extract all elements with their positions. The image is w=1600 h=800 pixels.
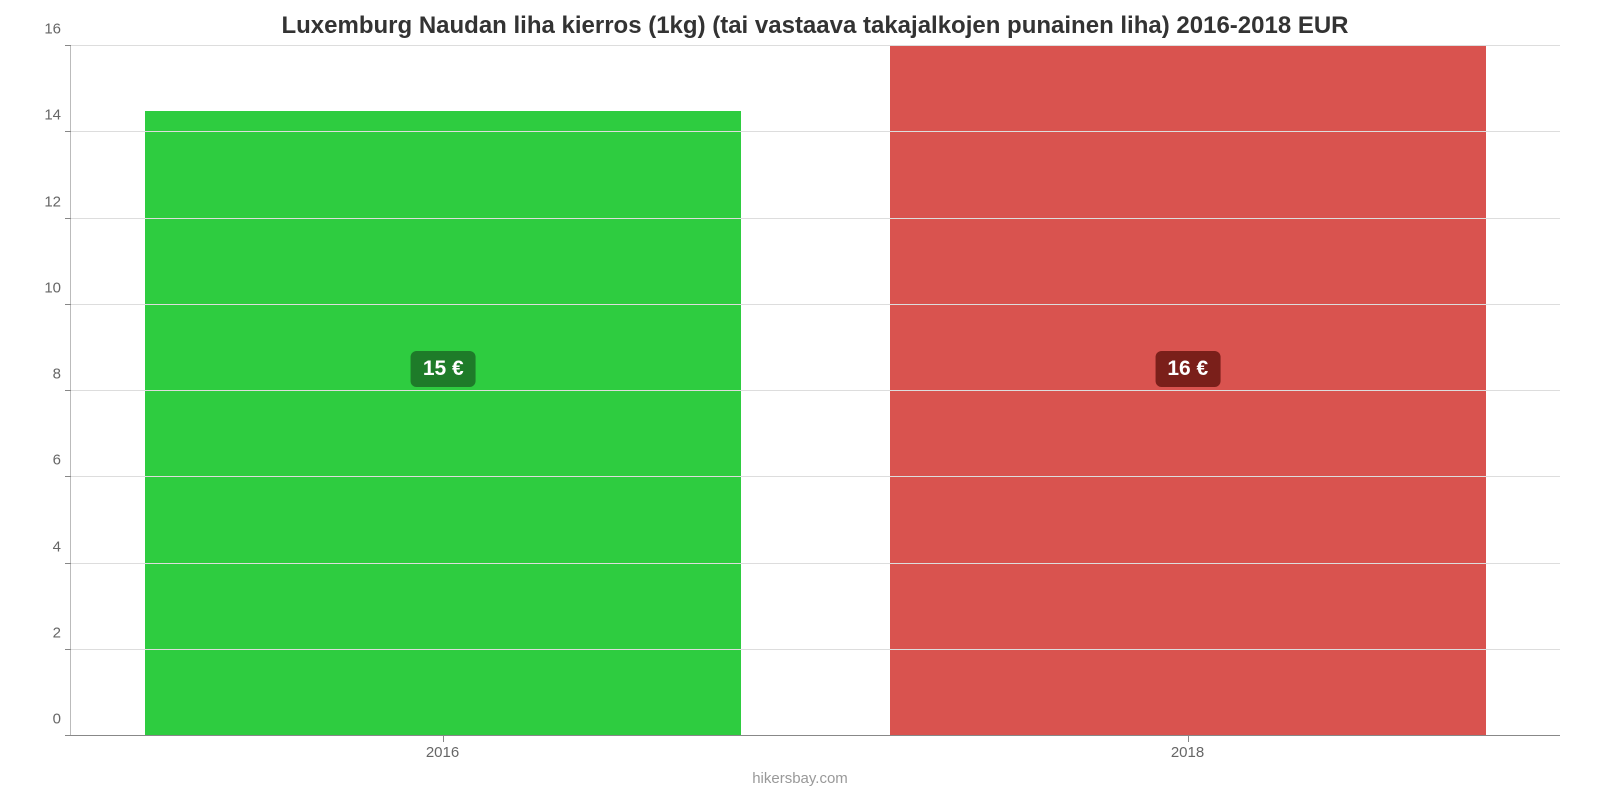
y-tick-mark — [65, 131, 71, 132]
gridline — [71, 131, 1560, 132]
chart-source: hikersbay.com — [0, 770, 1600, 787]
y-tick-mark — [65, 649, 71, 650]
gridline — [71, 476, 1560, 477]
bars-row: 15 € 16 € — [71, 46, 1560, 736]
x-axis-labels: 20162018 — [70, 736, 1560, 761]
y-tick-label: 0 — [53, 711, 71, 728]
bar: 15 € — [145, 111, 741, 736]
gridline — [71, 649, 1560, 650]
y-tick-label: 2 — [53, 624, 71, 641]
y-tick-mark — [65, 218, 71, 219]
bar-slot: 15 € — [71, 46, 816, 736]
plot-area: 15 €16 € 0246810121416 — [70, 46, 1560, 736]
y-tick-label: 12 — [44, 193, 71, 210]
y-tick-label: 8 — [53, 366, 71, 383]
y-tick-mark — [65, 390, 71, 391]
y-tick-mark — [65, 476, 71, 477]
x-tick-label: 2018 — [815, 736, 1560, 761]
chart-container: Luxemburg Naudan liha kierros (1kg) (tai… — [0, 0, 1600, 800]
y-tick-mark — [65, 563, 71, 564]
gridline — [71, 45, 1560, 46]
y-tick-mark — [65, 45, 71, 46]
value-badge: 15 € — [411, 351, 476, 387]
bar: 16 € — [890, 46, 1486, 736]
y-tick-label: 10 — [44, 279, 71, 296]
y-tick-label: 4 — [53, 538, 71, 555]
x-tick-label: 2016 — [70, 736, 815, 761]
y-tick-label: 16 — [44, 21, 71, 38]
gridline — [71, 304, 1560, 305]
chart-title: Luxemburg Naudan liha kierros (1kg) (tai… — [70, 12, 1560, 40]
value-badge: 16 € — [1155, 351, 1220, 387]
y-tick-label: 6 — [53, 452, 71, 469]
gridline — [71, 563, 1560, 564]
y-tick-mark — [65, 304, 71, 305]
y-tick-label: 14 — [44, 107, 71, 124]
bar-slot: 16 € — [816, 46, 1561, 736]
gridline — [71, 390, 1560, 391]
gridline — [71, 218, 1560, 219]
